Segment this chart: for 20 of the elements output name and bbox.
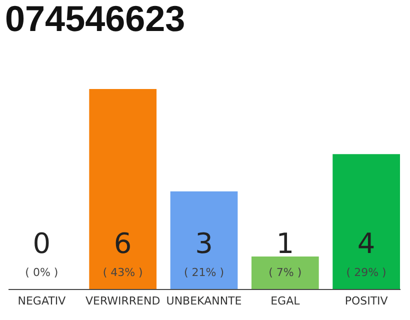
bar <box>170 191 238 289</box>
data-label: ( 7% ) <box>268 266 302 279</box>
data-label: ( 21% ) <box>184 266 224 279</box>
x-tick-label: NEGATIV <box>18 294 66 308</box>
x-tick-label: UNBEKANNTE <box>166 294 242 308</box>
annotation: 0 <box>32 227 51 260</box>
data-label: ( 43% ) <box>102 266 143 279</box>
bar <box>332 154 400 289</box>
chart-title: 074546623 <box>5 0 186 39</box>
data-label: ( 0% ) <box>25 266 58 279</box>
x-tick-label: VERWIRREND <box>85 294 160 308</box>
bar <box>251 256 319 289</box>
annotation: 3 <box>195 227 213 260</box>
bar <box>89 89 157 289</box>
x-tick-label: EGAL <box>270 294 301 308</box>
data-label: ( 29% ) <box>346 266 386 279</box>
annotation: 4 <box>357 227 376 260</box>
annotation: 1 <box>276 227 294 260</box>
x-tick-label: POSITIV <box>344 294 388 308</box>
annotation: 6 <box>114 227 132 260</box>
